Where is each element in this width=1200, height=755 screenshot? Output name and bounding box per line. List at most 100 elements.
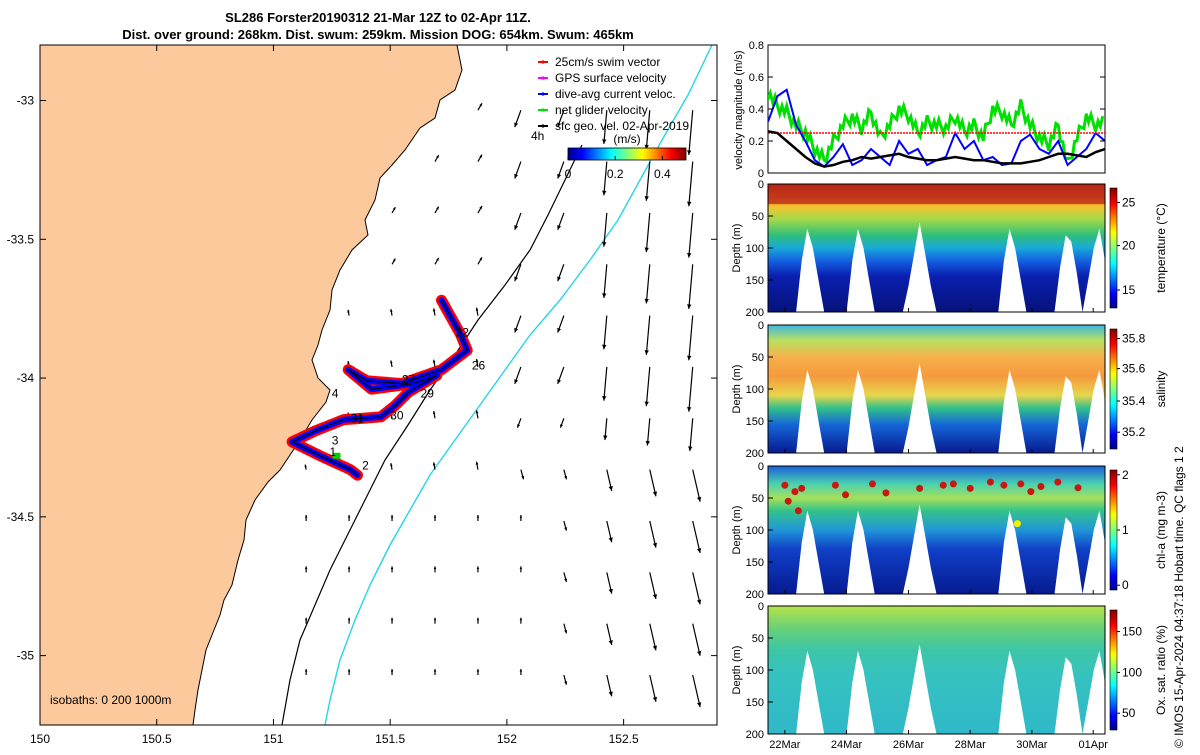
velocity-arrow-head bbox=[696, 548, 702, 554]
panel-colorbar-tick-label: 15 bbox=[1122, 283, 1136, 297]
velocity-arrow-head bbox=[475, 307, 479, 311]
velocity-arrow-head bbox=[304, 515, 308, 518]
legend-entry: dive-avg current veloc. bbox=[555, 87, 676, 101]
velocity-arrow-head bbox=[390, 309, 393, 312]
velocity-arrow-head bbox=[514, 379, 519, 384]
panel-data-field bbox=[768, 466, 1105, 594]
velocity-arrow-head bbox=[696, 702, 702, 708]
legend-swatch-dot bbox=[541, 124, 545, 128]
velocity-arrow-shaft bbox=[649, 623, 657, 651]
time-tick-label: 28Mar bbox=[955, 739, 987, 750]
track-day-label: 26 bbox=[472, 359, 486, 373]
velocity-arrow-head bbox=[557, 225, 562, 230]
velocity-arrow-head bbox=[688, 446, 693, 452]
velocity-arrow-shaft bbox=[688, 315, 694, 361]
legend-swatch-dot bbox=[541, 76, 545, 80]
chla-hotspot bbox=[986, 478, 994, 486]
time-tick-label: 01Apr bbox=[1079, 739, 1109, 750]
velocity-series-line bbox=[768, 130, 1105, 168]
velocity-arrow-head bbox=[602, 293, 607, 298]
velocity-arrow-head bbox=[696, 650, 702, 656]
velocity-arrow-head bbox=[476, 617, 480, 621]
velocity-arrow-head bbox=[347, 617, 351, 621]
track-day-labels: 22 26 27 29 30 4 31 31 2 bbox=[329, 325, 485, 472]
chla-hotspot bbox=[939, 481, 947, 489]
velocity-arrow-head bbox=[644, 247, 649, 253]
depth-tick-label: 150 bbox=[746, 557, 764, 569]
velocity-arrow-head bbox=[687, 201, 692, 207]
velocity-arrow-shaft bbox=[603, 315, 608, 350]
velocity-y-tick-label: 0.6 bbox=[749, 72, 764, 84]
panel-colorbar-tick-label: 0 bbox=[1122, 578, 1129, 592]
velocity-arrow-shaft bbox=[645, 264, 651, 304]
velocity-arrow-head bbox=[514, 327, 519, 333]
panel-ylabel: Depth (m) bbox=[731, 224, 743, 273]
chla-hotspot bbox=[791, 488, 799, 496]
velocity-arrow-head bbox=[304, 464, 307, 468]
velocity-arrow-head bbox=[347, 566, 351, 569]
panel-colorbar-tick-label: 20 bbox=[1122, 239, 1136, 253]
velocity-arrow-head bbox=[436, 257, 439, 261]
panel-colorbar-tick-label: 150 bbox=[1122, 625, 1142, 639]
velocity-arrow-shaft bbox=[603, 212, 608, 247]
velocity-arrow-head bbox=[479, 257, 483, 261]
velocity-arrow-head bbox=[602, 241, 607, 247]
chla-hotspot bbox=[1054, 478, 1062, 486]
velocity-arrow-head bbox=[602, 395, 607, 401]
panel-colorbar-tick-label: 50 bbox=[1122, 706, 1136, 720]
velocity-y-tick-label: 0.2 bbox=[749, 136, 764, 148]
chla-hotspot bbox=[1074, 484, 1082, 492]
legend-entry: sfc geo. vel. 02-Apr-2019 bbox=[555, 119, 689, 133]
chla-hotspot bbox=[798, 484, 806, 492]
velocity-arrow-head bbox=[521, 475, 525, 480]
velocity-arrow-head bbox=[390, 617, 394, 621]
velocity-y-tick-label: 0 bbox=[758, 168, 764, 180]
depth-tick-label: 100 bbox=[746, 665, 764, 677]
velocity-arrow-head bbox=[608, 486, 613, 491]
depth-tick-label: 0 bbox=[758, 320, 764, 332]
depth-tick-label: 100 bbox=[746, 384, 764, 396]
velocity-arrow-head bbox=[476, 515, 480, 518]
legend-swatch-dot bbox=[541, 60, 545, 64]
legend-entry: net glider velocity bbox=[555, 103, 648, 117]
chla-hotspot bbox=[794, 507, 802, 515]
depth-tick-label: 100 bbox=[746, 525, 764, 537]
depth-tick-label: 150 bbox=[746, 275, 764, 287]
track-day-label: 27 bbox=[402, 373, 416, 387]
velocity-arrow-head bbox=[390, 669, 394, 672]
legend-tag: 4h bbox=[531, 129, 544, 143]
velocity-arrow-head bbox=[652, 594, 658, 600]
velocity-arrow-shaft bbox=[649, 469, 657, 497]
depth-tick-label: 50 bbox=[752, 633, 764, 645]
velocity-arrow-head bbox=[608, 640, 613, 645]
velocity-arrow-shaft bbox=[645, 110, 651, 150]
velocity-ylabel: velocity magnitude (m/s) bbox=[733, 50, 745, 169]
velocity-arrow-shaft bbox=[603, 161, 608, 196]
velocity-arrow-shaft bbox=[688, 110, 694, 155]
track-day-label: 29 bbox=[421, 386, 435, 400]
chla-hotspot bbox=[781, 481, 789, 489]
track-day-label: 22 bbox=[456, 325, 470, 339]
panel-colorbar bbox=[1109, 609, 1118, 731]
velocity-arrow-head bbox=[514, 122, 519, 128]
track-start-marker bbox=[332, 452, 341, 459]
map-y-tick-label: -34.5 bbox=[7, 510, 35, 524]
velocity-arrow-head bbox=[347, 361, 350, 364]
panel-colorbar bbox=[1109, 469, 1118, 591]
temperature-surface-band bbox=[768, 184, 1105, 204]
velocity-arrow-head bbox=[475, 410, 479, 414]
velocity-arrow-head bbox=[347, 515, 351, 518]
velocity-y-axis: 0 0.2 0.4 0.6 0.8 bbox=[749, 40, 1105, 180]
velocity-arrow-head bbox=[519, 515, 523, 518]
map-y-tick-label: -35 bbox=[17, 649, 35, 663]
panel-colorbar-label: Ox. sat. ratio (%) bbox=[1154, 625, 1168, 715]
panel-colorbar-tick-label: 35.4 bbox=[1122, 394, 1146, 408]
velocity-arrow-shaft bbox=[692, 520, 701, 554]
velocity-arrow-head bbox=[687, 304, 692, 309]
velocity-arrow-head bbox=[557, 122, 562, 128]
colorbar bbox=[567, 147, 687, 161]
velocity-arrow-head bbox=[479, 154, 483, 158]
colorbar-tick-label: 0 bbox=[565, 167, 572, 181]
velocity-arrow-head bbox=[304, 566, 308, 569]
title-line-2: Dist. over ground: 268km. Dist. swum: 25… bbox=[122, 27, 634, 42]
